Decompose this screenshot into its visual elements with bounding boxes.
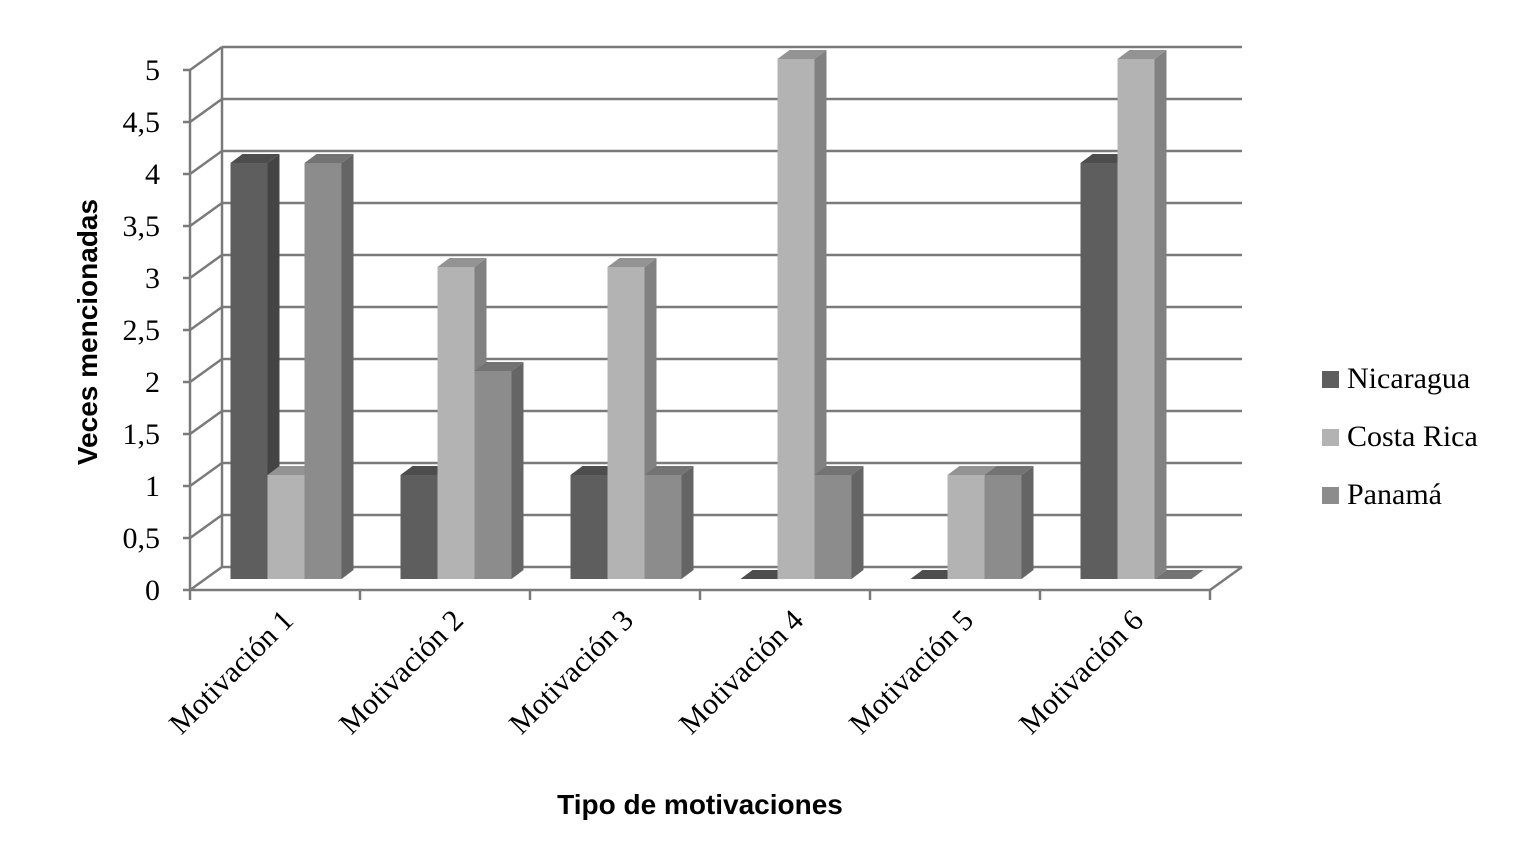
legend: Nicaragua Costa Rica Panamá	[1322, 362, 1478, 511]
y-tick-label: 0,5	[123, 522, 161, 555]
bars-layer	[230, 50, 1204, 579]
bar-front-face	[570, 475, 608, 579]
legend-swatch	[1322, 371, 1339, 388]
bar-top-face	[984, 466, 1034, 475]
bar-top-face	[570, 466, 620, 475]
bar-front-face	[437, 267, 475, 579]
x-tick-label: Motivación 3	[503, 604, 640, 741]
bar-top-face	[1080, 154, 1130, 163]
y-axis-title: Veces mencionadas	[72, 199, 103, 465]
bar-top-face	[1117, 50, 1167, 59]
bar-side-face	[1154, 50, 1167, 579]
y-tick-label: 3	[145, 262, 160, 295]
bar-top-face	[230, 154, 280, 163]
bar	[777, 50, 827, 579]
gridline-depth	[189, 461, 223, 488]
gridline-depth	[189, 409, 223, 436]
y-tick-label: 3,5	[123, 210, 161, 243]
bar-front-face	[984, 475, 1022, 579]
bar	[1154, 570, 1204, 579]
bar-top-face	[267, 466, 317, 475]
bar-top-face	[607, 258, 657, 267]
bar	[740, 570, 790, 579]
bar-front-face	[267, 475, 305, 579]
gridline-depth	[189, 149, 223, 176]
legend-label: Panamá	[1347, 478, 1442, 511]
gridline-depth	[189, 513, 223, 540]
y-tick-label: 1,5	[123, 418, 161, 451]
floor-edge	[1209, 565, 1243, 592]
gridline-depth	[189, 357, 223, 384]
bar-top-face	[777, 50, 827, 59]
legend-item: Costa Rica	[1322, 420, 1478, 453]
bar-front-face	[304, 163, 342, 579]
bar-front-face	[644, 475, 682, 579]
y-tick-label: 5	[145, 54, 160, 87]
bar-side-face	[511, 362, 524, 579]
bar-top-face	[740, 570, 790, 579]
bar	[814, 466, 864, 579]
bar-side-face	[851, 466, 864, 579]
x-tick-label: Motivación 1	[163, 604, 300, 741]
bar-front-face	[230, 163, 268, 579]
bar-top-face	[437, 258, 487, 267]
bar-top-face	[644, 466, 694, 475]
bar-top-face	[1154, 570, 1204, 579]
bar	[644, 466, 694, 579]
bar-front-face	[1080, 163, 1118, 579]
bar-front-face	[777, 59, 815, 579]
bar	[474, 362, 524, 579]
gridline-depth	[189, 253, 223, 280]
x-tick-label: Motivación 4	[673, 604, 810, 741]
gridline-depth	[189, 97, 223, 124]
bar-top-face	[474, 362, 524, 371]
y-tick-label: 2,5	[123, 314, 161, 347]
legend-label: Nicaragua	[1347, 362, 1470, 395]
legend-item: Nicaragua	[1322, 362, 1470, 395]
bar-side-face	[1021, 466, 1034, 579]
bar	[304, 154, 354, 579]
grid-layer	[188, 45, 1243, 592]
legend-swatch	[1322, 487, 1339, 504]
gridline-depth	[189, 45, 223, 72]
bar-front-face	[400, 475, 438, 579]
bar	[984, 466, 1034, 579]
x-tick-label: Motivación 6	[1013, 604, 1150, 741]
bar	[910, 570, 960, 579]
bar-top-face	[910, 570, 960, 579]
x-tick-label: Motivación 2	[333, 604, 470, 741]
legend-swatch	[1322, 429, 1339, 446]
bar-front-face	[814, 475, 852, 579]
y-tick-label: 0	[145, 574, 160, 607]
legend-label: Costa Rica	[1347, 420, 1478, 453]
bar-side-face	[681, 466, 694, 579]
bar-top-face	[304, 154, 354, 163]
y-tick-label: 1	[145, 470, 160, 503]
bar	[437, 258, 487, 579]
x-tick-label: Motivación 5	[843, 604, 980, 741]
bar-top-face	[814, 466, 864, 475]
legend-item: Panamá	[1322, 478, 1442, 511]
bar-top-face	[947, 466, 997, 475]
y-tick-label: 2	[145, 366, 160, 399]
bar-front-face	[474, 371, 512, 579]
bar-front-face	[607, 267, 645, 579]
bar-side-face	[341, 154, 354, 579]
bar-top-face	[400, 466, 450, 475]
y-tick-label: 4	[145, 158, 160, 191]
gridline-depth	[189, 201, 223, 228]
gridline-depth	[189, 565, 223, 592]
y-tick-label: 4,5	[123, 106, 161, 139]
bar	[1117, 50, 1167, 579]
gridline-depth	[189, 305, 223, 332]
x-axis-title: Tipo de motivaciones	[557, 789, 843, 820]
bar-front-face	[1117, 59, 1155, 579]
bar-side-face	[814, 50, 827, 579]
bar-front-face	[947, 475, 985, 579]
